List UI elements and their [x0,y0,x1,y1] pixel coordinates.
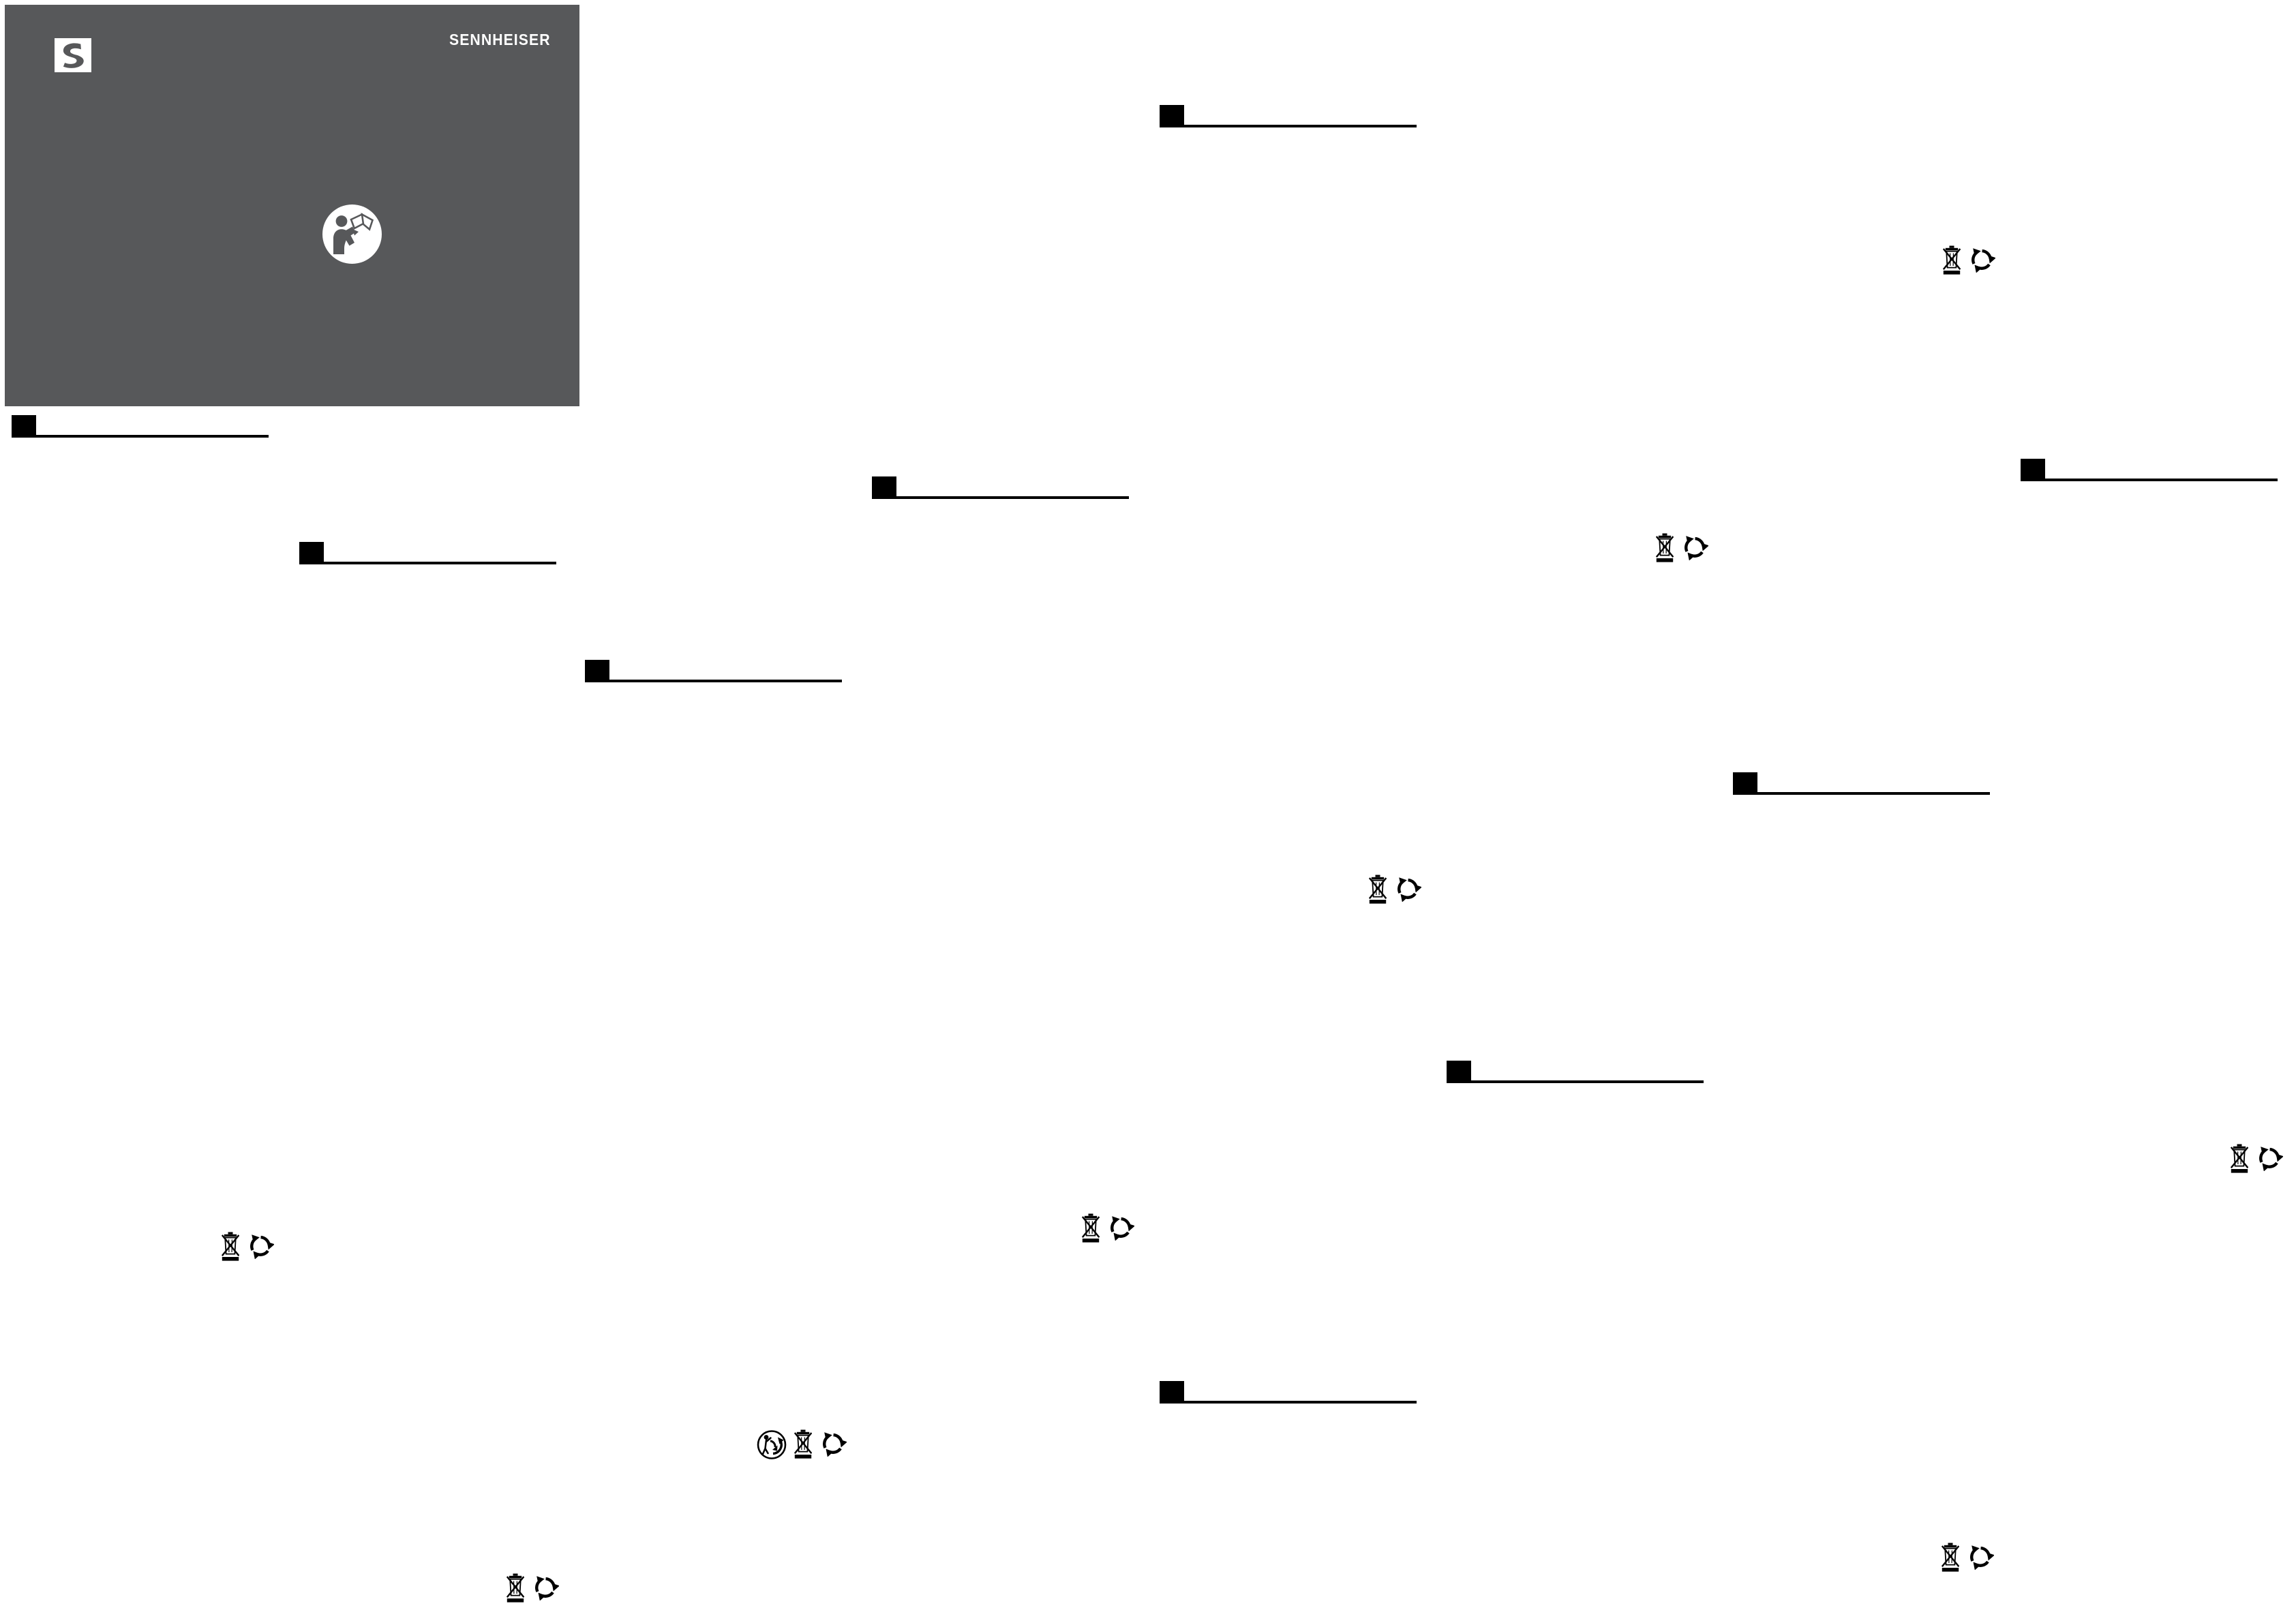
section-marker-4 [872,476,1129,499]
black-square-marker [1447,1061,1471,1083]
brand-wordmark: SENNHEISER [449,31,551,48]
heading-rule-line [896,496,1129,499]
section-marker-1 [12,415,269,438]
cover-panel: SENNHEISER [5,5,579,406]
section-marker-9 [1160,1381,1417,1404]
disposal-icons-group [1656,533,1708,562]
s-logo-glyph [63,43,84,68]
disposal-icons-group [1369,875,1421,904]
read-instruction-manual-icon [322,204,382,264]
heading-rule-line [1184,125,1417,127]
black-square-marker [872,476,896,499]
section-marker-3 [585,660,842,682]
black-square-marker [12,415,36,438]
heading-rule-line [36,435,269,438]
disposal-icons-group [1082,1213,1134,1243]
weee-crossed-bin-icon [1369,875,1387,904]
black-square-marker [1733,772,1757,795]
recycling-mobius-icon [1968,245,1995,273]
disposal-icons-group [2231,1144,2283,1173]
section-marker-7 [1733,772,1990,795]
section-marker-6 [2021,459,2278,481]
recycling-mobius-icon [819,1429,847,1457]
section-marker-8 [1447,1061,1704,1083]
black-square-marker [299,542,324,564]
disposal-icons-group [507,1573,559,1603]
weee-crossed-bin-icon [1942,1543,1959,1572]
black-square-marker [1160,1381,1184,1404]
section-marker-5 [1160,105,1417,127]
heading-rule-line [1757,792,1990,795]
recycling-mobius-icon [1394,875,1421,902]
disposal-icons-group [222,1232,274,1261]
heading-rule-line [324,562,556,564]
black-square-marker [585,660,609,682]
recycling-mobius-icon [1107,1213,1134,1241]
black-square-marker [1160,105,1184,127]
recycling-mobius-icon [532,1573,559,1601]
heading-rule-line [1184,1401,1417,1404]
disposal-icons-group [1942,1543,1994,1572]
weee-crossed-bin-icon [1082,1213,1100,1243]
heading-rule-line [1471,1080,1704,1083]
disposal-icons-group [757,1429,847,1460]
triman-icon [757,1429,787,1460]
heading-rule-line [609,680,842,682]
recycling-mobius-icon [1681,533,1708,560]
weee-crossed-bin-icon [1656,533,1674,562]
disposal-icons-group [1943,245,1995,275]
recycling-mobius-icon [1967,1543,1994,1570]
weee-crossed-bin-icon [507,1573,524,1603]
recycling-mobius-icon [2256,1144,2283,1171]
recycling-mobius-icon [247,1232,274,1259]
section-marker-2 [299,542,556,564]
weee-crossed-bin-icon [1943,245,1961,275]
weee-crossed-bin-icon [222,1232,239,1261]
weee-crossed-bin-icon [2231,1144,2248,1173]
black-square-marker [2021,459,2045,481]
weee-crossed-bin-icon [794,1429,812,1459]
sennheiser-s-logo-icon [55,38,91,72]
heading-rule-line [2045,479,2278,481]
